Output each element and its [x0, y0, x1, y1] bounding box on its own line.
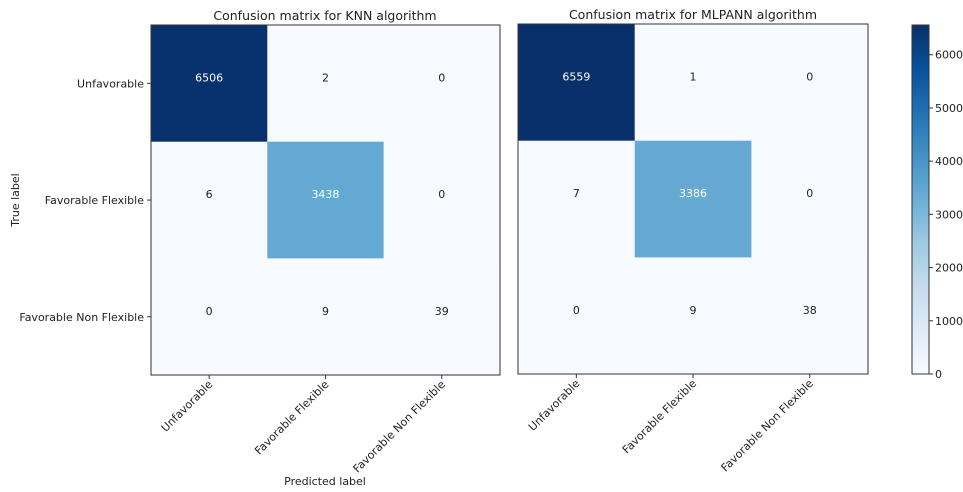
- knn-cell-r2-c1: [267, 258, 385, 376]
- mlpann-cell-value-r0-c1: 1: [690, 70, 697, 83]
- knn-cell-value-r1-c0: 6: [206, 188, 213, 201]
- knn-cell-value-r1-c2: 0: [438, 188, 445, 201]
- mlpann-cell-value-r1-c0: 7: [573, 187, 580, 200]
- knn-cell-r0-c2: [383, 25, 501, 143]
- knn-cell-r1-c0: [151, 141, 268, 259]
- knn-y-tick-label-favorable-non-flexible: Favorable Non Flexible: [19, 311, 144, 324]
- knn-cell-r1-c1: [267, 141, 385, 259]
- knn-x-tick-label-favorable-non-flexible: Favorable Non Flexible: [351, 378, 448, 475]
- colorbar-tick-label-0: 0: [935, 368, 942, 381]
- colorbar-tick-label-4000: 4000: [935, 155, 963, 168]
- knn-cell-value-r0-c1: 2: [322, 71, 329, 84]
- mlpann-x-tick-label-favorable-flexible: Favorable Flexible: [620, 377, 699, 456]
- mlpann-cell-r0-c1: [634, 24, 752, 142]
- mlpann-cell-value-r1-c1: 3386: [679, 187, 707, 200]
- mlpann-cell-r2-c1: [634, 257, 752, 375]
- knn-x-tick-labels: Unfavorable Favorable Flexible Favorable N…: [159, 375, 448, 475]
- mlpann-cell-r1-c2: [751, 140, 869, 258]
- knn-cell-value-r0-c2: 0: [438, 71, 445, 84]
- colorbar-ticks: 0 1000 2000 3000 4000 5000 6000: [929, 49, 963, 381]
- knn-cell-value-r2-c0: 0: [206, 305, 213, 318]
- mlpann-chart-title: Confusion matrix for MLPANN algorithm: [569, 7, 817, 22]
- colorbar-tick-label-1000: 1000: [935, 315, 963, 328]
- knn-x-tick-label-unfavorable: Unfavorable: [159, 378, 216, 435]
- mlpann-cell-value-r2-c2: 38: [803, 304, 817, 317]
- mlpann-cell-r2-c0: [518, 257, 636, 375]
- mlpann-cell-r0-c2: [751, 24, 869, 142]
- mlpann-cell-value-r0-c2: 0: [806, 70, 813, 83]
- knn-confusion-matrix: Confusion matrix for KNN algorithm 6506 2…: [19, 8, 501, 475]
- mlpann-cell-r1-c1: [634, 140, 752, 258]
- knn-x-tick-label-favorable-flexible: Favorable Flexible: [252, 378, 331, 457]
- knn-cell-r2-c0: [151, 258, 268, 376]
- mlpann-cell-value-r2-c1: 9: [690, 304, 697, 317]
- knn-cell-r0-c0: [151, 25, 268, 143]
- knn-cell-value-r1-c1: 3438: [311, 188, 339, 201]
- x-axis-label: Predicted label: [284, 475, 366, 488]
- knn-cell-r2-c2: [383, 258, 501, 376]
- mlpann-x-tick-label-unfavorable: Unfavorable: [526, 377, 583, 434]
- mlpann-cell-r2-c2: [751, 257, 869, 375]
- mlpann-confusion-matrix: Confusion matrix for MLPANN algorithm 65…: [517, 7, 869, 474]
- knn-cell-value-r2-c1: 9: [322, 305, 329, 318]
- mlpann-cell-r0-c0: [518, 24, 636, 142]
- y-axis-label: True label: [9, 173, 22, 227]
- colorbar: 0 1000 2000 3000 4000 5000 6000: [911, 24, 963, 381]
- mlpann-cell-r1-c0: [518, 140, 636, 258]
- mlpann-heatmap-cells: 6559 1 0 7 3386 0 0 9 38: [518, 24, 869, 375]
- knn-cell-value-r2-c2: 39: [435, 305, 449, 318]
- knn-y-tick-labels: Unfavorable Favorable Flexible Favorable N…: [19, 77, 151, 324]
- knn-cell-r0-c1: [267, 25, 385, 143]
- mlpann-x-tick-labels: Unfavorable Favorable Flexible Favorable N…: [526, 374, 816, 474]
- mlpann-x-tick-label-favorable-non-flexible: Favorable Non Flexible: [719, 377, 816, 474]
- mlpann-plot-frame: [517, 23, 869, 375]
- colorbar-tick-label-6000: 6000: [935, 49, 963, 62]
- knn-y-tick-label-unfavorable: Unfavorable: [77, 77, 144, 90]
- knn-cell-value-r0-c0: 6506: [195, 71, 223, 84]
- knn-cell-r1-c2: [383, 141, 501, 259]
- colorbar-tick-label-5000: 5000: [935, 102, 963, 115]
- mlpann-cell-value-r2-c0: 0: [573, 304, 580, 317]
- mlpann-cell-value-r1-c2: 0: [806, 187, 813, 200]
- knn-heatmap-cells: 6506 2 0 6 3438 0 0 9 39: [151, 25, 501, 376]
- colorbar-gradient: [911, 24, 930, 375]
- knn-chart-title: Confusion matrix for KNN algorithm: [213, 8, 436, 23]
- colorbar-tick-label-3000: 3000: [935, 208, 963, 221]
- colorbar-tick-label-2000: 2000: [935, 262, 963, 275]
- mlpann-cell-value-r0-c0: 6559: [562, 70, 590, 83]
- knn-y-tick-label-favorable-flexible: Favorable Flexible: [45, 194, 144, 207]
